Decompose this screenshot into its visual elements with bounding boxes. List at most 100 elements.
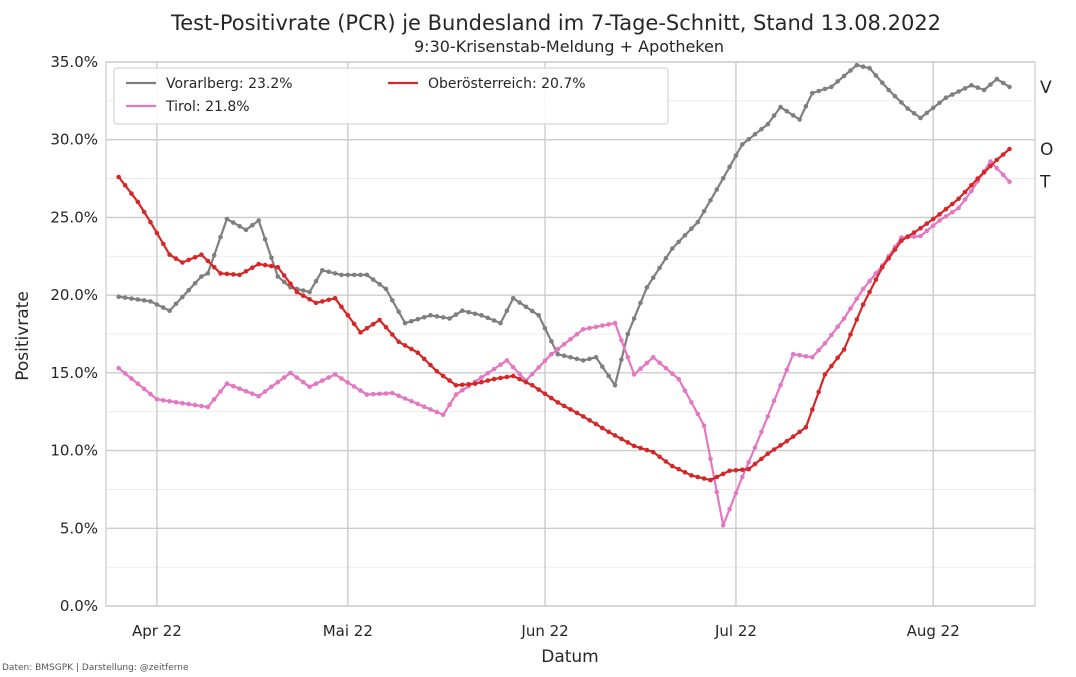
data-point xyxy=(460,382,465,388)
data-point xyxy=(1007,84,1012,90)
data-point xyxy=(733,468,739,473)
data-point xyxy=(491,318,497,323)
data-point xyxy=(950,209,955,215)
data-point xyxy=(899,238,904,243)
data-point xyxy=(281,279,287,285)
series-O xyxy=(116,146,1012,483)
data-point xyxy=(192,281,198,286)
data-point xyxy=(148,299,153,304)
data-point xyxy=(708,456,713,462)
data-point xyxy=(606,373,611,379)
data-point xyxy=(256,218,262,223)
data-point xyxy=(784,367,790,373)
data-point xyxy=(339,272,344,278)
data-point xyxy=(720,471,726,477)
data-point xyxy=(587,325,592,331)
data-point xyxy=(485,315,491,321)
data-point xyxy=(211,264,217,270)
data-point xyxy=(714,187,720,192)
data-point xyxy=(313,278,319,284)
data-point xyxy=(689,473,694,478)
data-point xyxy=(339,304,344,310)
data-point xyxy=(307,289,312,295)
y-axis-label: Positivrate xyxy=(13,291,33,381)
data-point xyxy=(231,220,236,225)
data-point xyxy=(568,407,573,412)
data-point xyxy=(460,308,465,314)
data-point xyxy=(186,287,191,293)
data-point xyxy=(447,378,452,383)
data-point xyxy=(154,302,160,307)
data-point xyxy=(504,308,510,314)
data-point xyxy=(135,199,141,205)
data-point xyxy=(141,386,147,392)
data-point xyxy=(294,289,300,295)
data-point xyxy=(682,233,688,238)
data-point xyxy=(810,355,815,360)
data-point xyxy=(937,212,942,217)
data-point xyxy=(606,322,611,327)
data-point xyxy=(320,378,325,383)
data-point xyxy=(326,375,332,380)
data-point xyxy=(708,198,713,203)
data-point xyxy=(835,355,840,361)
data-point xyxy=(797,117,802,122)
data-point xyxy=(638,445,643,451)
legend-box xyxy=(113,67,669,125)
data-point xyxy=(180,294,185,300)
data-point xyxy=(841,73,847,79)
data-point xyxy=(122,371,128,376)
x-axis-label: Datum xyxy=(541,647,599,667)
data-point xyxy=(638,300,643,306)
data-point xyxy=(956,205,961,211)
data-point xyxy=(994,157,1000,163)
data-point xyxy=(167,398,172,404)
data-point xyxy=(867,289,872,295)
data-point xyxy=(911,230,917,235)
y-tick-label: 0.0% xyxy=(60,597,98,615)
data-point xyxy=(790,351,796,357)
data-point xyxy=(116,294,121,300)
data-point xyxy=(237,386,242,392)
data-point xyxy=(981,170,987,175)
data-point xyxy=(650,275,656,281)
data-point xyxy=(510,373,516,379)
data-point xyxy=(803,104,809,109)
data-point xyxy=(873,73,879,78)
data-point xyxy=(988,159,993,164)
data-point xyxy=(816,389,821,395)
data-point xyxy=(396,393,402,399)
data-point xyxy=(988,163,993,169)
data-point xyxy=(631,316,637,321)
data-point xyxy=(332,372,338,377)
data-point xyxy=(860,64,866,69)
data-point xyxy=(269,263,274,269)
end-label: T xyxy=(1039,173,1051,193)
data-point xyxy=(275,264,281,270)
data-point xyxy=(307,384,312,390)
data-point xyxy=(568,337,573,342)
data-point xyxy=(256,261,262,267)
data-point xyxy=(752,132,758,137)
data-point xyxy=(122,295,128,300)
data-point xyxy=(301,379,306,385)
data-point xyxy=(657,454,662,460)
data-point xyxy=(415,316,421,322)
data-point xyxy=(390,390,395,396)
data-point xyxy=(472,381,478,387)
data-point xyxy=(1000,80,1006,86)
data-point xyxy=(574,410,580,416)
data-point xyxy=(1000,152,1006,157)
data-point xyxy=(192,402,198,408)
data-point xyxy=(479,379,484,385)
data-point xyxy=(542,358,548,364)
data-point xyxy=(930,223,936,228)
series-V xyxy=(116,62,1012,388)
y-tick-label: 15.0% xyxy=(50,364,98,382)
data-point xyxy=(167,252,172,257)
data-point xyxy=(390,298,395,303)
data-point xyxy=(937,218,942,223)
data-point xyxy=(180,260,185,265)
data-point xyxy=(122,183,128,188)
data-point xyxy=(695,474,701,480)
